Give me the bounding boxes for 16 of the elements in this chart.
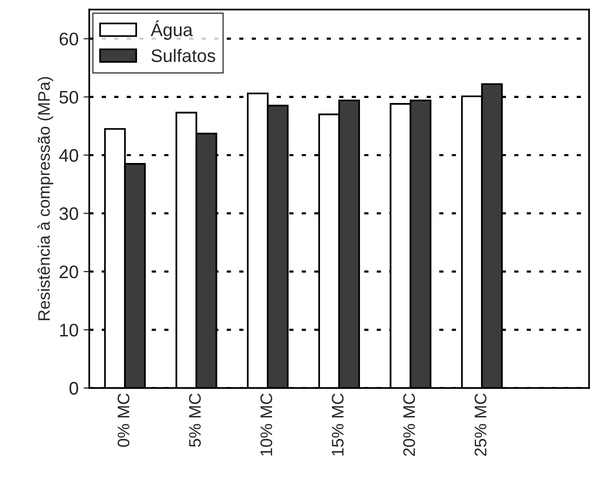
y-tick-label: 20 (60, 265, 78, 278)
x-tick-label: 20% MC (403, 393, 416, 456)
x-tick-label: 10% MC (260, 393, 272, 456)
y-tick-label: 50 (59, 90, 78, 104)
y-tick-label: 60 (60, 32, 78, 46)
y-tick-label: 0 (70, 382, 78, 395)
x-tick-label: 0% MC (118, 393, 130, 447)
legend-label: Água (150, 20, 193, 40)
y-axis-title: Resistência à compressão (MPa) (37, 77, 54, 320)
x-tick-label: 15% MC (332, 393, 344, 456)
y-tick-label: 30 (59, 207, 78, 220)
x-tick-label: 5% MC (189, 393, 201, 447)
y-tick-label: 10 (60, 324, 78, 336)
y-tick-label: 40 (59, 149, 78, 162)
x-tick-label: 25% MC (474, 393, 486, 456)
legend-label: Sulfatos (151, 48, 216, 62)
